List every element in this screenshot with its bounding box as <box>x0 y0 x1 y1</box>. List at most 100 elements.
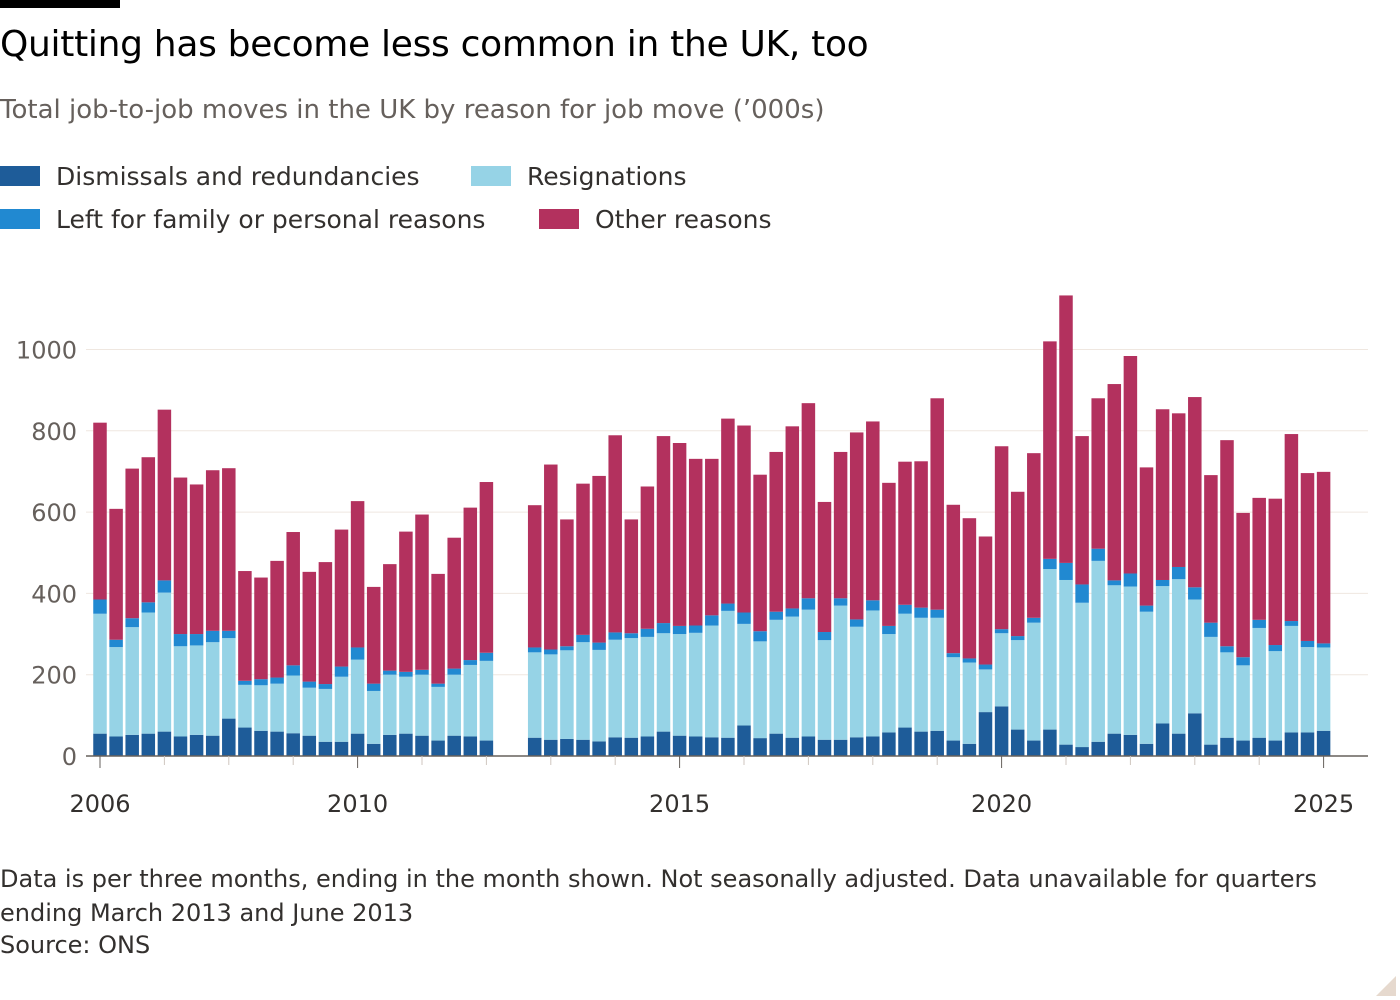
bar-segment <box>415 514 429 670</box>
bar-segment <box>1316 643 1331 648</box>
bar-segment <box>399 531 413 672</box>
legend-item-family-personal: Left for family or personal reasons <box>0 203 485 235</box>
bar-segment <box>334 529 349 667</box>
bar-segment <box>1316 647 1331 731</box>
bar-segment <box>1027 617 1041 623</box>
x-tick-label: 2010 <box>327 790 388 818</box>
bar-segment <box>592 649 606 742</box>
bar-segment <box>994 633 1009 707</box>
bar-segment <box>753 631 767 642</box>
bar-segment <box>833 605 848 740</box>
bar-segment <box>640 736 655 756</box>
bar-segment <box>817 501 832 633</box>
bar-segment <box>576 634 590 643</box>
bar-segment <box>849 619 864 627</box>
bar-segment <box>544 654 558 740</box>
bar-segment <box>1139 611 1154 744</box>
bar-segment <box>737 725 751 756</box>
bar-segment <box>914 461 928 608</box>
bar-segment <box>238 571 252 681</box>
bar-segment <box>1252 627 1266 738</box>
stacked-bar-chart: 0 200 400 600 800 1000 2006 2010 2015 2020 2025 <box>16 295 1368 818</box>
bar-segment <box>898 604 912 614</box>
bar-segment <box>222 630 236 639</box>
bar-segment <box>350 659 365 734</box>
bar-segment <box>479 652 494 661</box>
bar-segment <box>1059 562 1073 580</box>
bar-segment <box>1059 295 1073 563</box>
bar-segment <box>447 674 461 736</box>
bar-segment <box>366 683 381 691</box>
chart-title: Quitting has become less common in the U… <box>0 24 869 65</box>
bar-segment <box>189 645 204 735</box>
bar-segment <box>125 468 139 619</box>
bar-segment <box>1268 651 1283 741</box>
bar-segment <box>431 740 445 756</box>
bar-segment <box>705 615 719 626</box>
bar-segment <box>431 683 445 687</box>
bar-segment <box>1268 645 1283 652</box>
bar-segment <box>1252 497 1266 620</box>
bar-segment <box>978 669 993 713</box>
bar-segment <box>205 735 220 756</box>
bar-segment <box>994 629 1009 634</box>
bar-segment <box>946 653 961 658</box>
bar-segment <box>640 636 655 737</box>
bar-segment <box>1123 586 1138 735</box>
bar-segment <box>270 731 284 756</box>
bar-segment <box>1252 737 1266 756</box>
bar-segment <box>141 602 156 613</box>
bar-segment <box>302 571 317 682</box>
bar-segment <box>527 737 542 756</box>
bar-segment <box>479 740 494 756</box>
bar-segment <box>882 482 896 626</box>
bar-segment <box>560 650 574 739</box>
bar-segment <box>866 600 880 611</box>
bar-segment <box>527 652 542 738</box>
bar-segment <box>849 737 864 756</box>
bar-segment <box>1204 622 1218 637</box>
chart-subtitle: Total job-to-job moves in the UK by reas… <box>0 95 825 125</box>
bar-segment <box>962 658 977 663</box>
bar-segment <box>189 734 204 756</box>
bar-segment <box>238 680 252 685</box>
bar-segment <box>1220 440 1234 647</box>
bar-segment <box>721 418 735 604</box>
bar-segment <box>544 649 558 655</box>
bar-segment <box>1059 744 1073 756</box>
bar-segment <box>157 731 172 756</box>
bar-segment <box>1010 640 1025 730</box>
bar-segment <box>898 461 912 605</box>
bar-segment <box>479 660 494 741</box>
bar-segment <box>946 740 961 756</box>
bar-segment <box>1220 652 1234 738</box>
bar-segment <box>1091 560 1105 742</box>
bar-segment <box>479 482 494 653</box>
bar-segment <box>222 468 236 631</box>
bar-segment <box>914 607 928 618</box>
x-tick-label: 2020 <box>971 790 1032 818</box>
bar-segment <box>270 683 284 732</box>
bar-segment <box>222 718 236 756</box>
bar-segment <box>705 737 719 756</box>
bar-segment <box>688 736 703 756</box>
bar-segment <box>930 730 944 756</box>
bar-segment <box>270 677 284 684</box>
bar-segment <box>1139 605 1154 612</box>
bar-segment <box>1188 397 1202 588</box>
bar-segment <box>93 599 107 614</box>
bar-segment <box>447 668 461 675</box>
bar-segment <box>1010 729 1025 756</box>
bar-segment <box>656 623 671 634</box>
corner-mark-icon <box>1376 976 1396 996</box>
bar-segment <box>769 611 783 620</box>
bar-segment <box>399 676 413 734</box>
bar-segment <box>334 666 349 677</box>
bar-segment <box>930 609 944 618</box>
bar-segment <box>1284 621 1299 626</box>
bar-segment <box>1171 413 1186 567</box>
bar-segment <box>672 625 687 635</box>
bar-segment <box>688 625 703 633</box>
bar-segment <box>383 734 397 756</box>
bar-segment <box>318 684 333 689</box>
